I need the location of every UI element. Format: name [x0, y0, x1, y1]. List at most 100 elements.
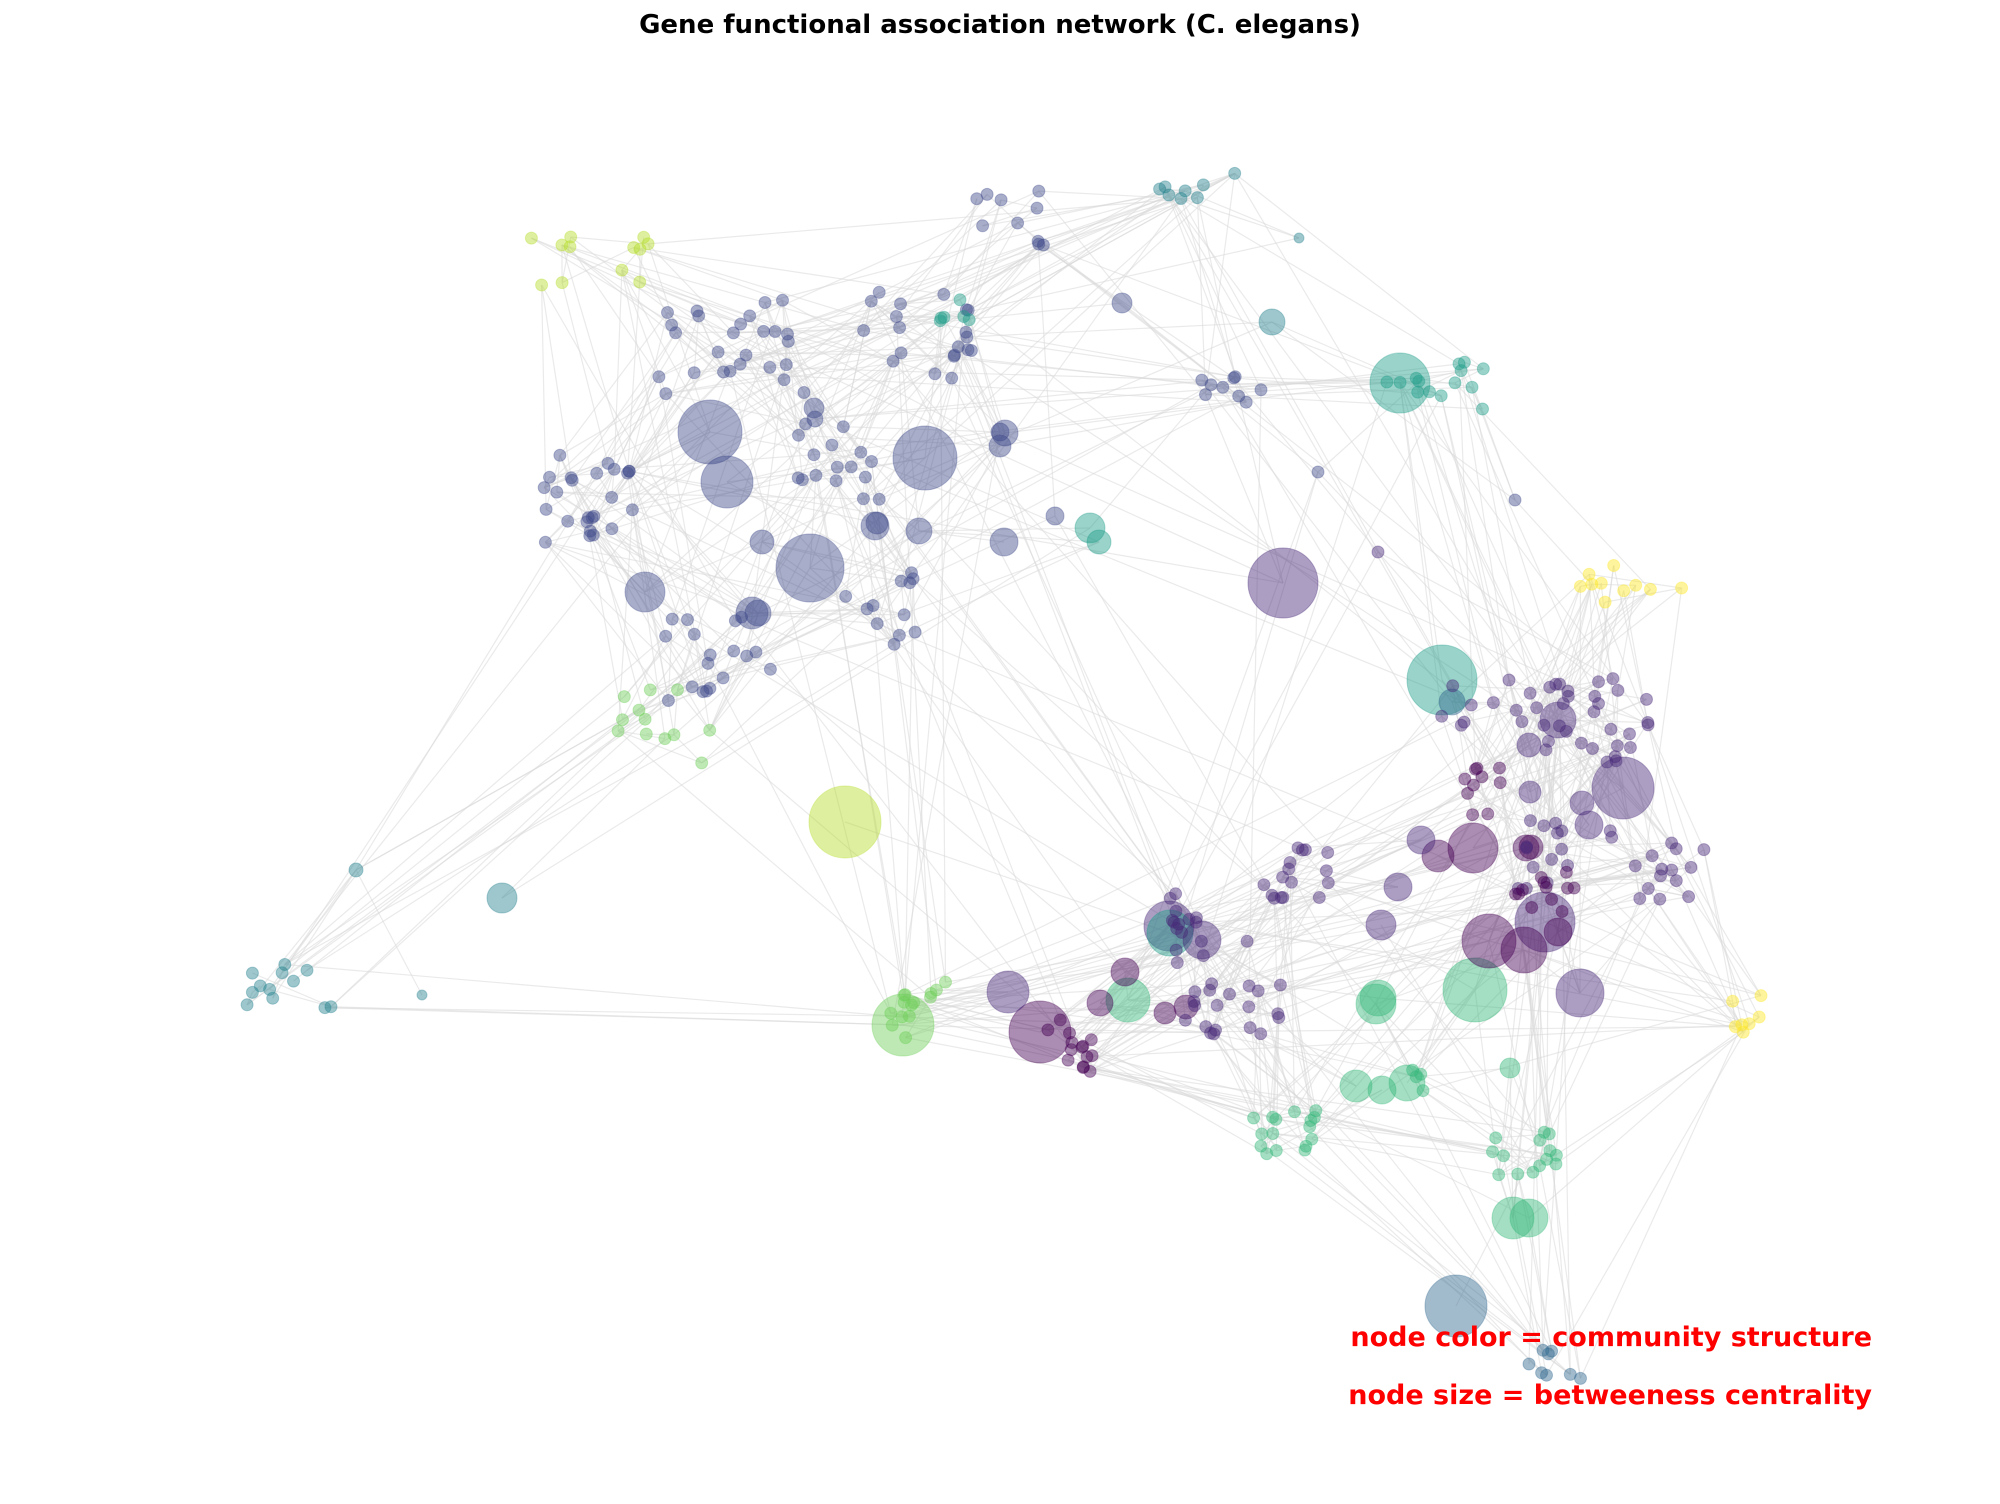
network-node: [776, 534, 844, 602]
network-node: [1304, 1121, 1316, 1133]
network-node: [1012, 217, 1024, 229]
network-node: [1564, 1368, 1576, 1380]
network-node: [662, 307, 674, 319]
network-node: [678, 400, 742, 464]
network-node: [1241, 935, 1253, 947]
network-node: [759, 297, 771, 309]
network-node: [1494, 777, 1506, 789]
network-node: [954, 294, 966, 306]
network-node: [1170, 944, 1182, 956]
network-node: [1556, 906, 1568, 918]
network-node: [1195, 935, 1207, 947]
network-edge: [1082, 1047, 1267, 1153]
network-node: [660, 388, 672, 400]
network-node: [769, 326, 781, 338]
network-node: [1634, 893, 1646, 905]
network-node: [688, 628, 700, 640]
network-node: [900, 1032, 912, 1044]
network-node: [764, 361, 776, 373]
network-node: [1465, 699, 1477, 711]
network-edge: [899, 542, 1099, 635]
network-node: [845, 461, 857, 473]
network-node: [1523, 1358, 1535, 1370]
network-node: [1277, 892, 1289, 904]
network-edge: [1176, 396, 1442, 894]
network-node: [1372, 546, 1384, 558]
network-node: [325, 1001, 337, 1013]
network-node: [800, 418, 812, 430]
network-edge: [1235, 173, 1558, 720]
network-node: [778, 374, 790, 386]
network-node: [995, 194, 1007, 206]
network-node: [1646, 850, 1658, 862]
network-node: [591, 467, 603, 479]
network-node: [895, 298, 907, 310]
network-node: [640, 728, 652, 740]
network-node: [1077, 1062, 1089, 1074]
network-node: [1519, 781, 1541, 803]
network-node: [1666, 837, 1678, 849]
network-node: [1509, 494, 1521, 506]
network-node: [1256, 1128, 1268, 1140]
network-node: [1054, 1014, 1066, 1026]
network-node: [1482, 808, 1494, 820]
network-node: [1258, 879, 1270, 891]
network-node: [1477, 403, 1489, 415]
network-node: [682, 614, 694, 626]
network-node: [279, 959, 291, 971]
network-node: [1366, 910, 1396, 940]
network-node: [1574, 580, 1586, 592]
network-node: [1259, 309, 1285, 335]
network-node: [1267, 1128, 1279, 1140]
network-node: [1560, 866, 1572, 878]
network-node: [662, 695, 674, 707]
network-node: [1205, 379, 1217, 391]
network-node: [1310, 1105, 1322, 1117]
network-node: [1240, 396, 1252, 408]
network-edge: [1083, 1046, 1276, 1119]
network-node: [809, 786, 881, 858]
network-node: [940, 976, 952, 988]
legend-size-note: node size = betweeness centrality: [1348, 1380, 1872, 1411]
network-node: [1517, 733, 1541, 757]
network-node: [696, 757, 708, 769]
network-node: [487, 883, 517, 913]
network-node: [859, 471, 871, 483]
network-node: [858, 325, 870, 337]
network-node: [1521, 841, 1533, 853]
network-edge: [1055, 516, 1274, 898]
network-node: [666, 613, 678, 625]
network-node: [1593, 676, 1605, 688]
network-node: [668, 729, 680, 741]
legend-color-note: node color = community structure: [1350, 1322, 1872, 1353]
network-node: [1289, 1106, 1301, 1118]
network-node: [1608, 560, 1620, 572]
network-node: [672, 684, 684, 696]
network-node: [1517, 884, 1529, 896]
network-node: [1477, 363, 1489, 375]
network-node: [898, 609, 910, 621]
network-node: [602, 457, 614, 469]
network-node: [764, 663, 776, 675]
network-node: [1605, 723, 1617, 735]
network-node: [1524, 815, 1536, 827]
network-node: [1538, 876, 1550, 888]
network-node: [246, 967, 258, 979]
network-node: [688, 367, 700, 379]
network-node: [525, 232, 537, 244]
network-node: [1466, 381, 1478, 393]
network-edge: [571, 237, 741, 364]
network-node: [1592, 757, 1654, 819]
network-edge: [1472, 387, 1556, 823]
network-node: [904, 577, 916, 589]
network-edge: [542, 285, 572, 478]
network-node: [1171, 957, 1183, 969]
network-node: [990, 528, 1018, 556]
network-node: [1112, 293, 1132, 313]
network-node: [1313, 892, 1325, 904]
network-node: [1743, 1018, 1755, 1030]
network-node: [1320, 865, 1332, 877]
network-node: [1217, 381, 1229, 393]
network-edge: [1202, 380, 1452, 702]
network-node: [1410, 372, 1422, 384]
